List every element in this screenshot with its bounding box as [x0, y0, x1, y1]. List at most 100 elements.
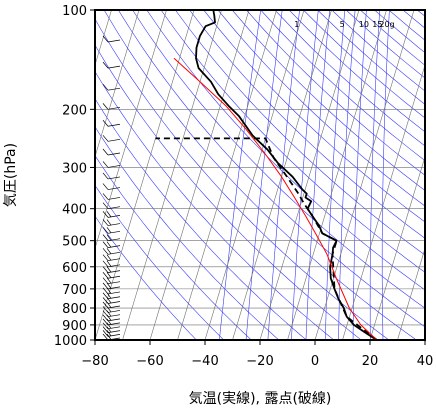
mixing-ratio-label: 15 — [372, 20, 382, 29]
dry-adiabat-line — [95, 155, 252, 340]
isotherm-line — [122, 10, 222, 340]
dry-adiabat-line — [217, 10, 425, 207]
wind-barb — [102, 202, 121, 210]
isotherm-line — [424, 338, 425, 340]
wind-barb — [102, 211, 121, 218]
dry-adiabat-line — [432, 10, 436, 340]
isotherm-line — [369, 155, 425, 340]
wind-barbs — [102, 35, 121, 341]
grid-lines — [0, 10, 425, 340]
dry-adiabat-line — [95, 70, 334, 340]
wind-barb — [102, 277, 121, 285]
wind-barb — [102, 161, 121, 168]
parcel-curve — [173, 57, 378, 340]
dry-adiabat-line — [231, 10, 425, 191]
wind-barb — [102, 330, 121, 337]
x-tick-label: −60 — [136, 354, 163, 369]
mixing-ratio-line — [324, 10, 346, 340]
wind-barb — [102, 103, 121, 110]
mixing-ratio-label: 10 — [359, 20, 369, 29]
wind-barb — [102, 35, 121, 43]
dry-adiabat-line — [95, 184, 225, 340]
mixing-ratio-label: 5 — [340, 20, 345, 29]
wind-barb — [102, 322, 121, 330]
y-tick-label: 600 — [62, 261, 87, 276]
mixing-ratio-line — [219, 10, 261, 340]
dry-adiabat-line — [103, 10, 417, 340]
dry-adiabat-line — [95, 98, 307, 340]
isotherm-line — [0, 10, 2, 340]
dry-adiabat-line — [95, 126, 280, 340]
dry-adiabat-line — [95, 215, 197, 340]
isotherm-line — [342, 63, 425, 340]
isotherm-line — [232, 10, 332, 340]
isotherm-line — [95, 10, 195, 340]
wind-barb — [102, 254, 121, 262]
dewpoint-curve — [155, 137, 378, 340]
dry-adiabat-line — [203, 10, 425, 223]
wind-barb — [102, 260, 121, 268]
wind-barb — [102, 83, 121, 91]
axis-ticks: −80 −60 −40 −20 0 20 40 100 200 300 400 500 600 700 80… — [54, 4, 433, 369]
y-tick-label: 800 — [62, 302, 87, 317]
isotherm-line — [204, 10, 305, 340]
x-tick-label: 40 — [417, 354, 434, 369]
mixing-ratio-label: 20g — [379, 20, 394, 29]
profile-lines — [155, 10, 378, 340]
wind-barb — [102, 227, 121, 234]
isotherm-line — [314, 10, 415, 340]
wind-barb — [102, 148, 121, 156]
x-tick-label: −40 — [191, 354, 218, 369]
reference-lines — [95, 10, 436, 340]
dry-adiabat-line — [246, 10, 425, 176]
y-tick-label: 700 — [62, 283, 87, 298]
mixing-ratio-line — [267, 10, 300, 340]
y-tick-label: 900 — [62, 319, 87, 334]
wind-barb — [102, 135, 121, 142]
isotherm-line — [259, 10, 360, 340]
wind-barb — [102, 234, 121, 242]
x-tick-label: 0 — [311, 354, 319, 369]
y-axis-title: 気圧(hPa) — [3, 143, 19, 207]
wind-barb — [102, 119, 121, 127]
x-tick-label: 20 — [362, 354, 379, 369]
wind-barb — [102, 172, 121, 180]
x-tick-label: −80 — [81, 354, 108, 369]
wind-barb — [102, 272, 121, 279]
wind-barb — [102, 183, 121, 190]
x-tick-label: −20 — [246, 354, 273, 369]
dry-adiabat-line — [95, 44, 362, 340]
y-tick-label: 400 — [62, 203, 87, 218]
dry-adiabat-line — [260, 10, 425, 161]
dry-adiabat-line — [95, 18, 389, 340]
isotherm-line — [95, 10, 140, 158]
wind-barb — [102, 61, 121, 69]
dry-adiabat-line — [146, 10, 425, 291]
wind-barb — [102, 248, 121, 255]
isotherm-line — [287, 10, 387, 340]
mixing-ratio-line — [352, 10, 367, 340]
mixing-ratio-line — [305, 10, 330, 340]
y-tick-label: 500 — [62, 235, 87, 250]
dry-adiabat-line — [160, 10, 425, 273]
temperature-curve — [195, 10, 378, 340]
y-tick-label: 1000 — [54, 334, 87, 349]
mixing-ratio-line — [291, 10, 319, 340]
wind-barb — [102, 193, 121, 200]
dry-adiabat-line — [189, 10, 425, 239]
wind-barb — [102, 219, 121, 226]
dry-adiabat-line — [274, 10, 425, 147]
x-axis-title: 気温(実線), 露点(破線) — [189, 391, 332, 407]
isotherm-line — [95, 10, 167, 250]
wind-barb — [102, 318, 121, 326]
wind-barb — [102, 241, 121, 248]
isotherm-line — [177, 10, 277, 340]
wind-barb — [102, 326, 121, 333]
mixing-ratio-line — [369, 10, 380, 340]
y-tick-label: 100 — [62, 4, 87, 19]
y-tick-label: 200 — [62, 103, 87, 118]
mixing-ratio-line — [381, 10, 390, 340]
y-tick-label: 300 — [62, 161, 87, 176]
